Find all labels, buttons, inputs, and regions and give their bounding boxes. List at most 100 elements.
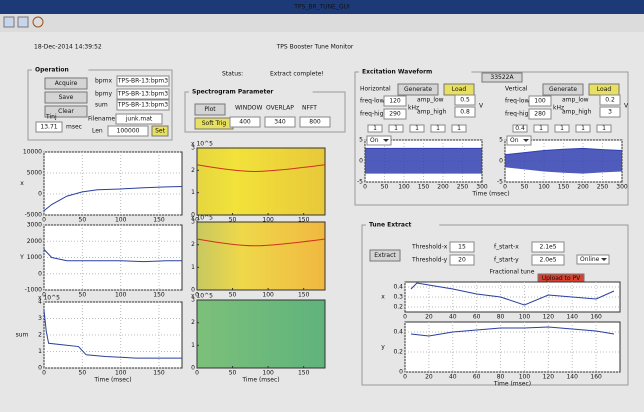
button[interactable]: [44, 77, 88, 90]
text-field[interactable]: [383, 95, 407, 107]
field-value: 0.8: [460, 109, 470, 116]
x-tick-label: 160: [590, 374, 602, 381]
dropdown-value: On: [510, 137, 519, 144]
label: msec: [66, 124, 82, 131]
rotate-tool[interactable]: [32, 16, 44, 28]
text-field[interactable]: [115, 113, 163, 125]
data-line: [43, 310, 182, 359]
field-value: 0.5: [460, 97, 470, 104]
button-label: Clear: [58, 108, 74, 115]
text-field[interactable]: [599, 106, 621, 118]
y-tick-label: 2: [191, 167, 195, 174]
text-field[interactable]: [116, 88, 170, 100]
dropdown[interactable]: [576, 254, 610, 265]
field-value: 120: [389, 98, 401, 105]
text-field[interactable]: [264, 116, 296, 128]
x-tick-label: 100: [538, 184, 550, 191]
zoom-in-tool[interactable]: [3, 16, 15, 28]
label: sum: [95, 102, 108, 109]
text-field[interactable]: [229, 116, 261, 128]
x-tick-label: 100: [262, 292, 274, 299]
text-field[interactable]: [449, 254, 475, 266]
button-label: Save: [59, 94, 74, 101]
text-field[interactable]: [116, 99, 170, 111]
button[interactable]: [369, 249, 401, 262]
y-tick-label: 2: [191, 241, 195, 248]
label: Filename: [88, 116, 115, 123]
x-axis-label: Time (msec): [241, 377, 279, 384]
y-tick-label: 1000: [27, 254, 42, 261]
text-field[interactable]: [409, 124, 425, 133]
text-field[interactable]: [388, 124, 404, 133]
text-field[interactable]: [430, 124, 446, 133]
button[interactable]: [397, 83, 439, 96]
text-field[interactable]: [531, 241, 565, 253]
field-value: 290: [389, 111, 401, 118]
data-line: [43, 249, 182, 263]
text-field[interactable]: [528, 95, 552, 107]
button[interactable]: [151, 125, 169, 137]
text-field[interactable]: [367, 124, 383, 133]
label: freq-low: [360, 98, 384, 105]
plot-area: [196, 299, 326, 369]
panel-title-bg: [359, 67, 472, 77]
text-field[interactable]: [512, 124, 528, 133]
text-field[interactable]: [454, 106, 476, 118]
button[interactable]: [481, 72, 523, 83]
text-field[interactable]: [451, 124, 467, 133]
x-tick-label: 100: [262, 370, 274, 377]
dropdown-arrow: [523, 139, 529, 142]
label: bpmy: [95, 91, 112, 98]
data-line: [504, 147, 623, 156]
x-tick-label: 50: [229, 217, 237, 224]
field-value: 2.0e5: [539, 257, 556, 264]
panel: [27, 69, 173, 141]
text-field[interactable]: [383, 108, 407, 120]
button-label: 33522A: [490, 74, 514, 81]
x-tick-label: 150: [298, 292, 310, 299]
panel-title: Tune Extract: [369, 222, 412, 229]
field-value: 1: [602, 125, 606, 132]
button[interactable]: [194, 103, 226, 116]
x-tick-label: 50: [79, 217, 87, 224]
text-field[interactable]: [596, 124, 612, 133]
text-field[interactable]: [107, 125, 149, 137]
text-field[interactable]: [454, 94, 476, 106]
panel-title-bg: [32, 65, 89, 75]
y-tick-label: 0: [38, 191, 42, 198]
panel: [361, 224, 629, 386]
text-field[interactable]: [528, 108, 552, 120]
dropdown[interactable]: [366, 135, 392, 146]
x-tick-label: 0: [403, 314, 407, 321]
x-tick-label: 120: [543, 314, 555, 321]
text-field[interactable]: [35, 121, 63, 133]
label: Fractional tune: [490, 269, 535, 276]
y-tick-label: 0: [38, 270, 42, 277]
y-tick-label: 2: [38, 332, 42, 339]
text-field[interactable]: [554, 124, 570, 133]
x-tick-label: 0: [195, 370, 199, 377]
text-field[interactable]: [575, 124, 591, 133]
button-label: Load: [597, 86, 612, 93]
text-field[interactable]: [531, 254, 565, 266]
button-label: Extract: [374, 252, 396, 259]
field-value: 1: [457, 125, 461, 132]
x-tick-label: 40: [449, 374, 457, 381]
text-field[interactable]: [599, 94, 621, 106]
toolbar: [0, 14, 644, 32]
x-tick-label: 80: [497, 314, 505, 321]
text-field[interactable]: [449, 241, 475, 253]
text-field[interactable]: [116, 75, 170, 87]
text-field[interactable]: [533, 124, 549, 133]
y-tick-label: 0: [399, 369, 403, 376]
button[interactable]: [542, 83, 584, 96]
button[interactable]: [44, 105, 88, 118]
label: NFFT: [302, 105, 317, 112]
dropdown[interactable]: [506, 135, 532, 146]
button[interactable]: [44, 91, 88, 104]
axis-scale: x 10^5: [38, 295, 60, 302]
zoom-out-tool[interactable]: [17, 16, 29, 28]
text-field[interactable]: [299, 116, 331, 128]
field-value: 0.2: [605, 97, 615, 104]
